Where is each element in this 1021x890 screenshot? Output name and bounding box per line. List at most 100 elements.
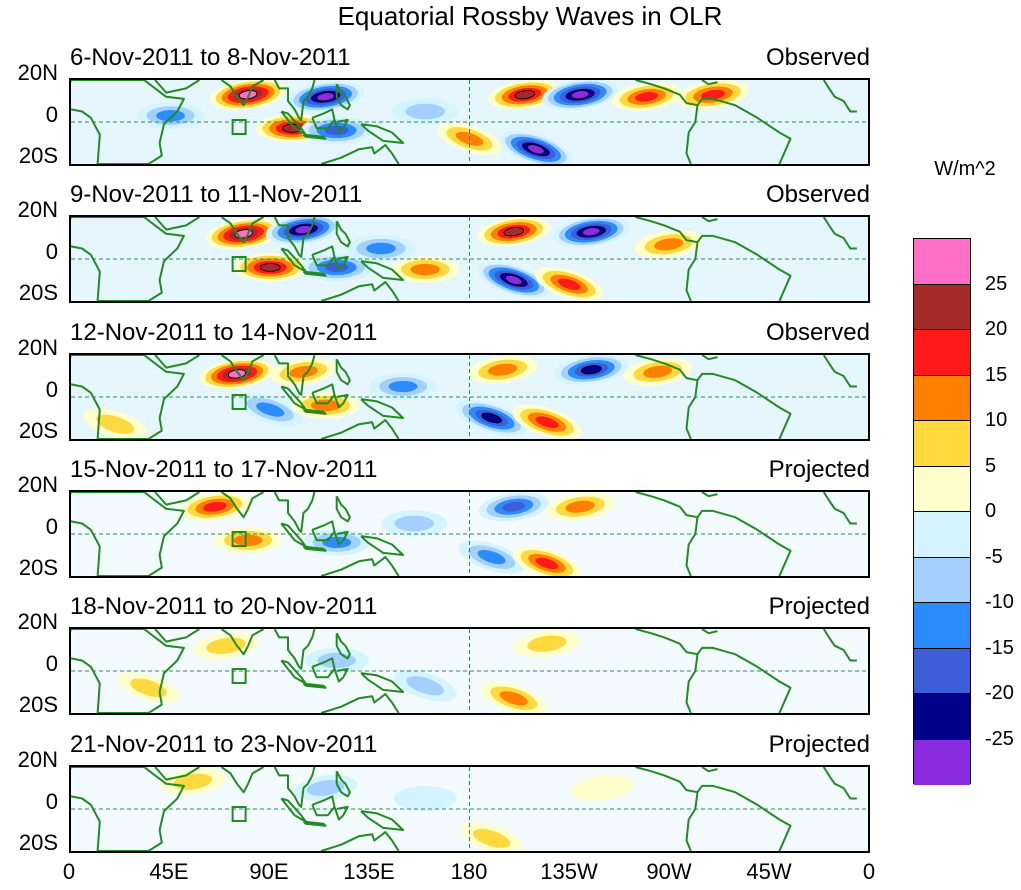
coastline (302, 820, 327, 827)
olr-anomaly-contour (96, 414, 135, 434)
olr-anomaly-contour (289, 365, 318, 378)
longitude-label: 0 (862, 859, 876, 884)
colorbar-swatch (914, 375, 970, 421)
coastline (335, 83, 351, 111)
olr-anomaly-contour (294, 225, 313, 235)
coastline (822, 629, 857, 662)
coastline (360, 809, 405, 831)
coastline (822, 491, 857, 525)
olr-anomaly-contour (130, 678, 167, 698)
coastline (154, 217, 200, 231)
coastline (822, 80, 857, 113)
coastline (335, 632, 351, 660)
coastline (71, 629, 185, 714)
colorbar-swatch (914, 284, 970, 330)
latitude-label: 20N (17, 334, 58, 360)
coastline (360, 123, 405, 144)
colorbar-swatch (914, 557, 970, 603)
latitude-label: 0 (45, 239, 58, 265)
coastline (71, 766, 185, 851)
coastline (273, 491, 316, 533)
longitude-label: 135E (343, 859, 395, 884)
latitude-label: 20S (18, 829, 58, 855)
coastline (71, 80, 185, 164)
coastline (701, 629, 718, 635)
coastline (302, 682, 327, 689)
coastline (701, 766, 718, 772)
colorbar (913, 238, 971, 785)
coastline (273, 80, 316, 121)
coastline (71, 217, 185, 302)
coastline (273, 217, 316, 259)
panel-date-range: 21-Nov-2011 to 23-Nov-2011 (70, 730, 378, 758)
map-panel: 9-Nov-2011 to 11-Nov-2011 Observed 20N 0 20S (0, 181, 1021, 317)
olr-anomaly-contour (481, 412, 502, 423)
region-box (231, 805, 247, 822)
coastline (333, 118, 349, 134)
coastline (685, 791, 699, 851)
colorbar-level-label: 25 (985, 272, 1008, 295)
map-panel: 18-Nov-2011 to 20-Nov-2011 Projected 20N 0 2… (0, 593, 1021, 729)
longitude-label: 90W (646, 859, 692, 884)
panel-status: Observed (765, 181, 870, 209)
coastline (320, 693, 400, 714)
olr-anomaly-contour (504, 275, 523, 286)
olr-anomaly-contour (256, 402, 285, 417)
colorbar-level-label: -20 (985, 682, 1014, 704)
coastline (220, 354, 265, 381)
coastline (220, 491, 265, 519)
panel-status: Projected (768, 593, 870, 621)
coastline (635, 80, 792, 164)
coastline (280, 247, 307, 273)
coastline (220, 217, 265, 244)
olr-anomaly-contour (499, 691, 528, 706)
coastline (280, 797, 307, 823)
coastline (635, 354, 792, 439)
coastline (154, 491, 200, 506)
olr-anomaly-contour (156, 110, 186, 122)
coastline (273, 766, 316, 808)
olr-map (69, 215, 870, 304)
olr-anomaly-contour (206, 637, 246, 655)
coastline (685, 516, 699, 576)
colorbar-swatch (914, 421, 970, 467)
coastline (302, 545, 327, 552)
region-box (231, 119, 247, 135)
colorbar-level-label: 0 (985, 500, 997, 522)
colorbar-swatch (914, 239, 970, 285)
coastline (685, 242, 699, 302)
coastline (685, 105, 699, 164)
olr-map (69, 78, 870, 166)
olr-anomaly-contour (393, 785, 457, 811)
olr-map (69, 627, 870, 716)
latitude-label: 20N (17, 60, 58, 85)
olr-map-svg (71, 80, 868, 164)
coastline (333, 256, 349, 271)
olr-anomaly-contour (203, 501, 227, 512)
olr-anomaly-contour (472, 828, 511, 848)
region-box (231, 530, 247, 547)
latitude-label: 20N (17, 197, 58, 223)
coastline (635, 766, 792, 851)
latitude-label: 20S (18, 280, 58, 306)
coastline (685, 379, 699, 439)
panel-status: Observed (765, 44, 870, 71)
latitude-label: 20S (18, 143, 58, 168)
coastline (311, 245, 336, 267)
latitude-label: 0 (45, 513, 58, 539)
panel-date-range: 9-Nov-2011 to 11-Nov-2011 (70, 181, 363, 209)
olr-map-svg (71, 217, 868, 302)
latitude-label: 20S (18, 417, 58, 443)
panel-status: Observed (765, 318, 870, 346)
coastline (71, 354, 185, 439)
legend-unit: W/m^2 (934, 158, 996, 180)
coastline (320, 830, 400, 851)
coastline (280, 110, 307, 136)
olr-anomaly-contour (316, 92, 335, 102)
longitude-label: 135W (540, 859, 598, 884)
colorbar-swatch (914, 694, 970, 740)
olr-anomaly-contour (527, 635, 567, 653)
coastline (822, 217, 857, 250)
olr-anomaly-contour (535, 416, 559, 428)
latitude-label: 20N (17, 609, 58, 635)
